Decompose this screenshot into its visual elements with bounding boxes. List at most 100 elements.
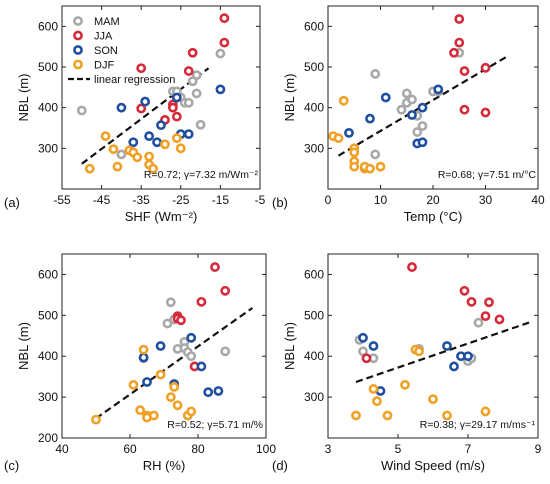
data-point-djf — [148, 163, 158, 174]
x-tick-label: -5 — [255, 193, 266, 207]
data-point-djf — [144, 151, 155, 162]
data-point-djf — [108, 144, 119, 155]
data-point-djf — [160, 139, 170, 150]
data-point-son — [142, 377, 152, 387]
data-point-son — [156, 120, 166, 131]
x-axis-title: SHF (Wm⁻²) — [125, 209, 198, 224]
plot-frame — [61, 5, 261, 190]
data-point-djf — [175, 143, 186, 154]
chart-panel-3: 40 60 80 100 200 300 400 500 600 RH (%) NBL (m) (c)… — [4, 253, 276, 473]
data-point-son — [183, 129, 194, 139]
data-point-mam — [370, 69, 381, 79]
data-point-mam — [76, 105, 87, 116]
y-tick-label: 500 — [304, 308, 324, 322]
chart-panel-1: -55 -45 -35 -25 -15 -5 300 400 500 600 SHF (Wm⁻²) N… — [4, 5, 266, 224]
x-tick-label: 80 — [191, 442, 205, 456]
data-point-djf — [172, 400, 183, 411]
data-point-djf — [375, 161, 386, 172]
data-point-jja — [219, 13, 230, 24]
y-tick-label: 500 — [38, 60, 58, 74]
y-tick-label: 400 — [304, 101, 324, 115]
data-point-son — [196, 361, 207, 372]
x-tick-label: 30 — [479, 193, 493, 207]
data-point-djf — [186, 406, 197, 417]
y-tick-label: 300 — [38, 390, 58, 404]
data-point-djf — [84, 163, 95, 174]
data-point-jja — [459, 66, 470, 76]
data-point-son — [144, 131, 155, 142]
data-point-son — [128, 137, 139, 148]
data-point-djf — [349, 161, 360, 172]
data-point-son — [213, 386, 224, 396]
y-axis-title: NBL (m) — [282, 74, 297, 122]
data-point-son — [365, 113, 375, 124]
data-point-jja — [480, 62, 491, 73]
data-point-djf — [442, 410, 452, 421]
data-point-son — [463, 351, 473, 362]
y-tick-label: 300 — [304, 390, 324, 404]
x-tick-label: 40 — [55, 442, 69, 456]
legend-marker-djf — [73, 59, 83, 70]
legend-label-djf: DJF — [94, 60, 114, 72]
data-point-jja — [136, 103, 147, 114]
data-point-mam — [116, 149, 127, 160]
legend-label-jja: JJA — [94, 31, 113, 43]
data-point-mam — [370, 149, 381, 160]
data-point-son — [358, 332, 368, 343]
y-tick-label: 600 — [304, 267, 324, 281]
data-point-son — [203, 387, 214, 398]
data-point-jja — [187, 47, 198, 58]
legend-marker-mam — [73, 16, 83, 26]
data-point-mam — [191, 70, 202, 81]
data-point-mam — [412, 127, 423, 137]
x-tick-label: -25 — [172, 193, 190, 207]
plot-frame — [327, 5, 539, 190]
x-tick-label: 7 — [465, 442, 472, 456]
data-point-son — [417, 102, 428, 113]
legend-marker-jja — [73, 30, 83, 41]
legend-label-son: SON — [94, 45, 118, 57]
data-point-mam — [473, 317, 484, 328]
data-point-jja — [454, 14, 465, 24]
data-point-son — [417, 137, 428, 148]
data-point-jja — [183, 66, 194, 76]
plot-frame — [327, 253, 539, 439]
data-point-djf — [128, 379, 139, 390]
data-point-jja — [136, 63, 147, 74]
data-point-son — [215, 84, 226, 95]
legend-marker-son — [73, 45, 83, 55]
data-point-djf — [382, 410, 393, 421]
data-point-son — [380, 92, 391, 103]
data-point-djf — [169, 381, 180, 392]
data-point-djf — [349, 147, 360, 158]
data-point-jja — [480, 107, 491, 118]
x-tick-label: -15 — [212, 193, 230, 207]
y-tick-label: 600 — [38, 267, 58, 281]
data-point-jja — [480, 311, 491, 322]
y-axis-title: NBL (m) — [16, 322, 31, 370]
data-point-mam — [186, 351, 197, 362]
panel-label: (b) — [272, 195, 288, 210]
data-point-djf — [414, 346, 424, 357]
data-point-son — [116, 102, 127, 113]
panel-label: (c) — [4, 458, 19, 473]
y-tick-label: 300 — [38, 141, 58, 155]
data-point-djf — [91, 414, 101, 425]
y-tick-label: 600 — [38, 19, 58, 33]
panel-label: (d) — [272, 458, 288, 473]
regression-annotation: R=0.72; γ=7.32 m/Wm⁻² — [144, 169, 259, 181]
data-point-son — [433, 84, 444, 95]
data-point-djf — [428, 394, 438, 405]
chart-panel-2: 0 10 20 30 40 300 400 500 600 Temp (°C) NBL (m) (b)… — [272, 5, 545, 224]
regression-annotation: R=0.52; γ=5.71 m/% — [167, 419, 263, 431]
data-point-mam — [165, 297, 176, 308]
data-point-djf — [372, 396, 382, 407]
data-point-djf — [165, 392, 176, 403]
regression-annotation: R=0.38; γ=29.17 m/ms⁻¹ — [420, 419, 536, 431]
x-tick-label: 3 — [325, 442, 332, 456]
x-tick-label: -55 — [53, 193, 71, 207]
x-axis-title: RH (%) — [143, 458, 186, 473]
x-tick-label: 10 — [374, 193, 388, 207]
data-point-djf — [171, 133, 182, 144]
y-tick-label: 400 — [38, 101, 58, 115]
